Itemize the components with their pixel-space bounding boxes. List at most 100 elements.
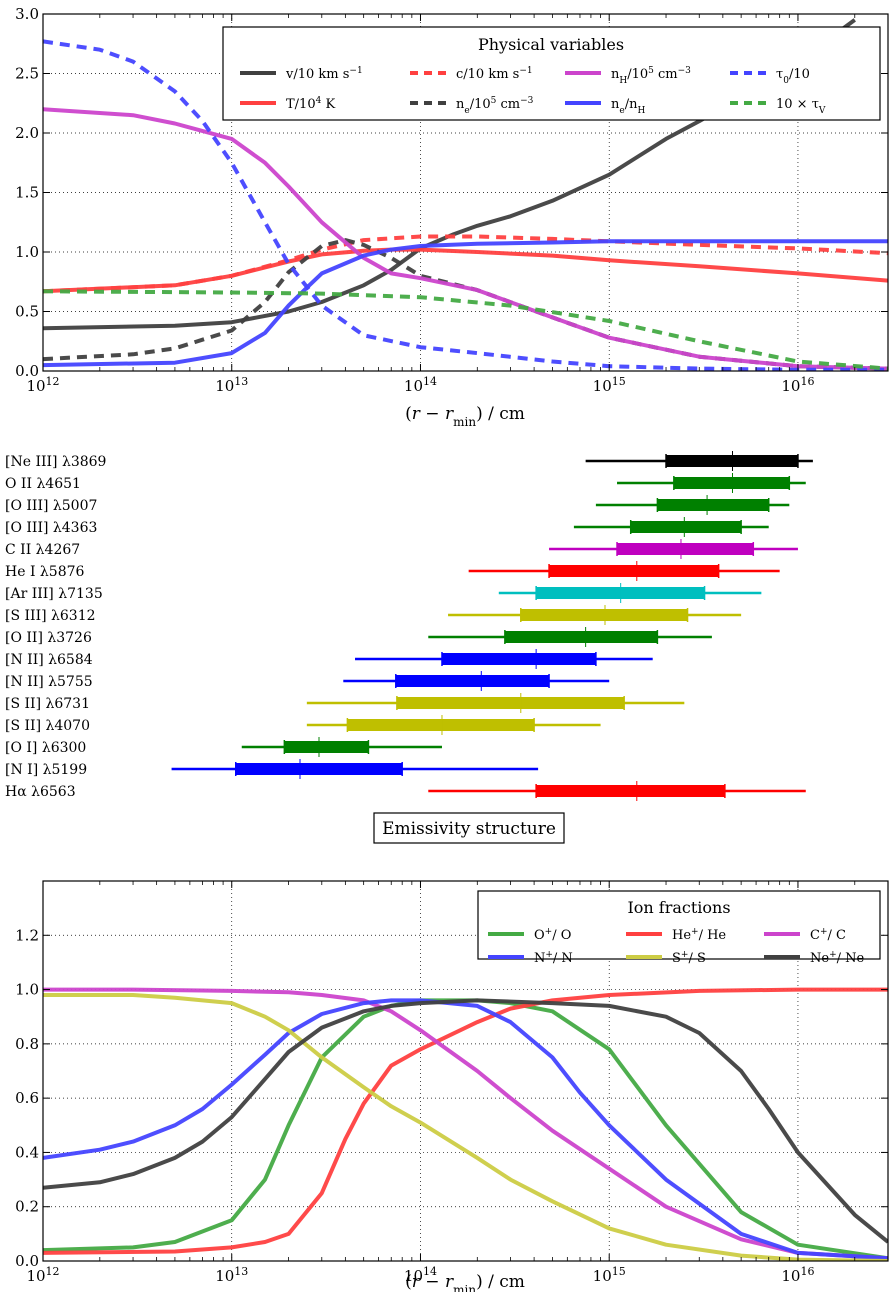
x-tick-label: 1014 — [404, 1265, 437, 1286]
emission-line-row: [N II] λ6584 — [5, 649, 653, 669]
emission-line-row: [S III] λ6312 — [5, 605, 742, 625]
line-label: C II λ4267 — [5, 542, 80, 558]
y-tick-label: 0.8 — [15, 1035, 39, 1053]
line-label: [Ar III] λ7135 — [5, 586, 103, 602]
inner-range — [536, 785, 725, 797]
y-tick-label: 3.0 — [15, 5, 39, 23]
inner-range — [617, 543, 754, 555]
emissivity-structure-panel: [Ne III] λ3869 O II λ4651 [O III] λ5007 [O … — [5, 451, 813, 844]
x-tick-label: 1014 — [404, 375, 437, 396]
plot-lines — [43, 987, 888, 1261]
line-label: He I λ5876 — [5, 564, 85, 580]
inner-range — [396, 697, 625, 709]
legend: Ion fractions O+/ O He+/ He C+/ C N+/ N S+/ … — [477, 890, 881, 966]
emission-line-row: Hα λ6563 — [5, 781, 806, 801]
inner-range — [284, 741, 369, 753]
legend-label: O+/ O — [534, 927, 571, 943]
legend-label: ne/105 cm−3 — [456, 96, 534, 116]
x-tick-label: 1016 — [781, 1265, 814, 1286]
line-label: O II λ4651 — [5, 476, 81, 492]
legend-title: Physical variables — [478, 35, 624, 54]
y-tick-label: 0.2 — [15, 1198, 39, 1216]
emission-line-row: [S II] λ6731 — [5, 693, 685, 713]
legend-label: τ0/10 — [776, 67, 810, 86]
legend-label: T/104 K — [286, 96, 335, 112]
line-label: [S III] λ6312 — [5, 608, 96, 624]
legend-label: c/10 km s−1 — [456, 66, 533, 82]
emission-line-row: [O I] λ6300 — [5, 737, 442, 757]
emission-line-row: O II λ4651 — [5, 473, 806, 493]
x-tick-label: 1015 — [593, 1265, 626, 1286]
series-line — [43, 238, 888, 371]
emission-line-row: He I λ5876 — [5, 561, 780, 581]
series-line — [43, 987, 888, 1255]
y-tick-label: 1.0 — [15, 981, 39, 999]
legend-label: 10 × τV — [776, 97, 826, 116]
y-tick-label: 0.4 — [15, 1143, 39, 1161]
legend-label: He+/ He — [672, 927, 726, 943]
inner-range — [549, 565, 719, 577]
x-tick-label: 1013 — [215, 1265, 248, 1286]
emissivity-title-box — [373, 812, 565, 844]
legend: Physical variables v/10 km s−1 T/104 K c/1… — [222, 26, 881, 121]
line-label: [S II] λ6731 — [5, 696, 90, 712]
legend-label: Ne+/ Ne — [810, 950, 865, 966]
emission-line-row: [Ne III] λ3869 — [5, 451, 813, 471]
y-tick-label: 1.0 — [15, 243, 39, 261]
y-tick-label: 0.6 — [15, 1089, 39, 1107]
line-label: Hα λ6563 — [5, 784, 76, 800]
x-tick-label: 1012 — [26, 375, 59, 396]
legend-title: Ion fractions — [627, 898, 730, 917]
emission-line-row: [N I] λ5199 — [5, 759, 539, 779]
legend-label: ne/nH — [611, 97, 645, 116]
inner-range — [504, 631, 658, 643]
line-label: [O III] λ4363 — [5, 520, 97, 536]
y-tick-label: 2.0 — [15, 124, 39, 142]
series-line — [43, 987, 888, 1261]
x-axis-label: (r − rmin) / cm — [405, 404, 525, 429]
line-label: [N II] λ6584 — [5, 652, 93, 668]
x-tick-label: 1016 — [781, 375, 814, 396]
inner-range — [666, 455, 798, 467]
legend-box — [222, 26, 881, 121]
legend-label: C+/ C — [810, 927, 846, 943]
legend-box — [477, 890, 881, 960]
inner-range — [630, 521, 742, 533]
line-label: [O II] λ3726 — [5, 630, 92, 646]
inner-range — [673, 477, 790, 489]
axis-ticks: 1012 1013 1014 1015 1016 0.0 0.2 0.4 0.6 0.8 1.0 1.… — [15, 881, 889, 1286]
legend-label: nH/105 cm−3 — [611, 66, 691, 86]
y-tick-label: 0.0 — [15, 362, 39, 380]
emission-line-row: C II λ4267 — [5, 539, 798, 559]
ion-fractions-panel: 1012 1013 1014 1015 1016 0.0 0.2 0.4 0.6 0.8 1.0 1.… — [15, 880, 889, 1292]
series-line — [43, 993, 888, 1261]
y-tick-label: 0.5 — [15, 303, 39, 321]
y-tick-label: 2.5 — [15, 65, 39, 83]
legend-label: S+/ S — [672, 950, 706, 966]
axis-ticks: 1012 1013 1014 1015 1016 0.0 0.5 1.0 1.5 2.0 2.5 3.… — [15, 5, 889, 396]
line-label: [S II] λ4070 — [5, 718, 90, 734]
emission-line-row: [Ar III] λ7135 — [5, 583, 762, 603]
y-tick-label: 1.5 — [15, 184, 39, 202]
inner-range — [347, 719, 535, 731]
line-label: [O III] λ5007 — [5, 498, 97, 514]
emissivity-title: Emissivity structure — [382, 819, 556, 839]
x-axis-label: (r − rmin) / cm — [405, 1272, 525, 1292]
series-line — [43, 289, 888, 371]
emission-line-row: [O II] λ3726 — [5, 627, 712, 647]
y-tick-label: 1.2 — [15, 926, 39, 944]
x-tick-label: 1012 — [26, 1265, 59, 1286]
inner-range — [657, 499, 769, 511]
line-label: [N II] λ5755 — [5, 674, 93, 690]
y-tick-label: 0.0 — [15, 1252, 39, 1270]
series-line — [43, 998, 888, 1244]
emission-line-rows: [Ne III] λ3869 O II λ4651 [O III] λ5007 [O … — [5, 451, 813, 801]
inner-range — [441, 653, 596, 665]
inner-range — [235, 763, 403, 775]
emission-line-row: [S II] λ4070 — [5, 715, 601, 735]
series-line — [43, 239, 888, 368]
series-line — [43, 234, 888, 294]
series-line — [43, 998, 888, 1261]
line-label: [O I] λ6300 — [5, 740, 86, 756]
